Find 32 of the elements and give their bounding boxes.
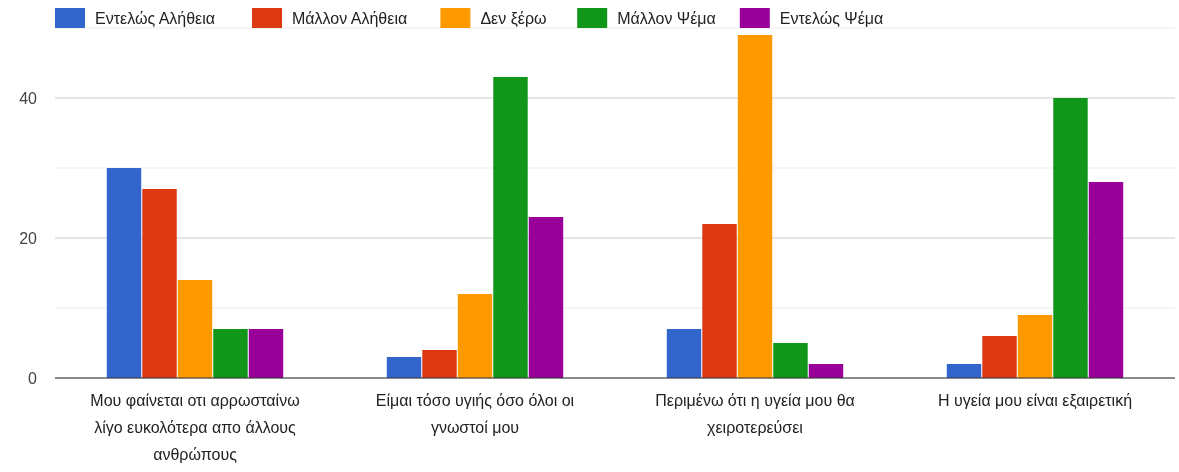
- y-tick-label: 20: [19, 230, 38, 247]
- bar: [773, 343, 808, 378]
- bar: [982, 336, 1017, 378]
- x-tick-label: Η υγεία μου είναι εξαιρετική: [937, 392, 1133, 410]
- y-tick-label: 40: [19, 90, 38, 107]
- bar: [808, 364, 844, 378]
- legend-label: Εντελώς Αλήθεια: [95, 10, 216, 27]
- bar: [666, 329, 702, 378]
- bar: [248, 329, 284, 378]
- x-tick-label: Περιμένω ότι η υγεία μου θα χειροτερεύσει: [655, 392, 855, 436]
- bar: [177, 280, 213, 378]
- bar: [106, 168, 142, 378]
- bar: [386, 357, 422, 378]
- bar: [1053, 98, 1088, 378]
- y-tick-label: 0: [28, 370, 38, 387]
- bar: [457, 294, 493, 378]
- bar: [493, 77, 528, 378]
- bar: [142, 189, 177, 378]
- bar: [702, 224, 737, 378]
- x-tick-label: Είμαι τόσο υγιής όσο όλοι οι γνωστοί μου: [375, 392, 575, 436]
- bar: [737, 35, 773, 378]
- bar: [1088, 182, 1124, 378]
- bar: [422, 350, 457, 378]
- legend-label: Δεν ξέρω: [480, 10, 547, 28]
- x-tick-label: Μου φαίνεται οτι αρρωσταίνω λίγο ευκολότερα απο άλλους ανθρώπους: [90, 392, 300, 463]
- legend-label: Μάλλον Ψέμα: [617, 10, 716, 27]
- legend-label: Μάλλον Αλήθεια: [292, 10, 408, 27]
- legend-label: Εντελώς Ψέμα: [779, 10, 884, 27]
- bar: [1017, 315, 1053, 378]
- bar: [528, 217, 564, 378]
- bar: [213, 329, 248, 378]
- bar: [946, 364, 982, 378]
